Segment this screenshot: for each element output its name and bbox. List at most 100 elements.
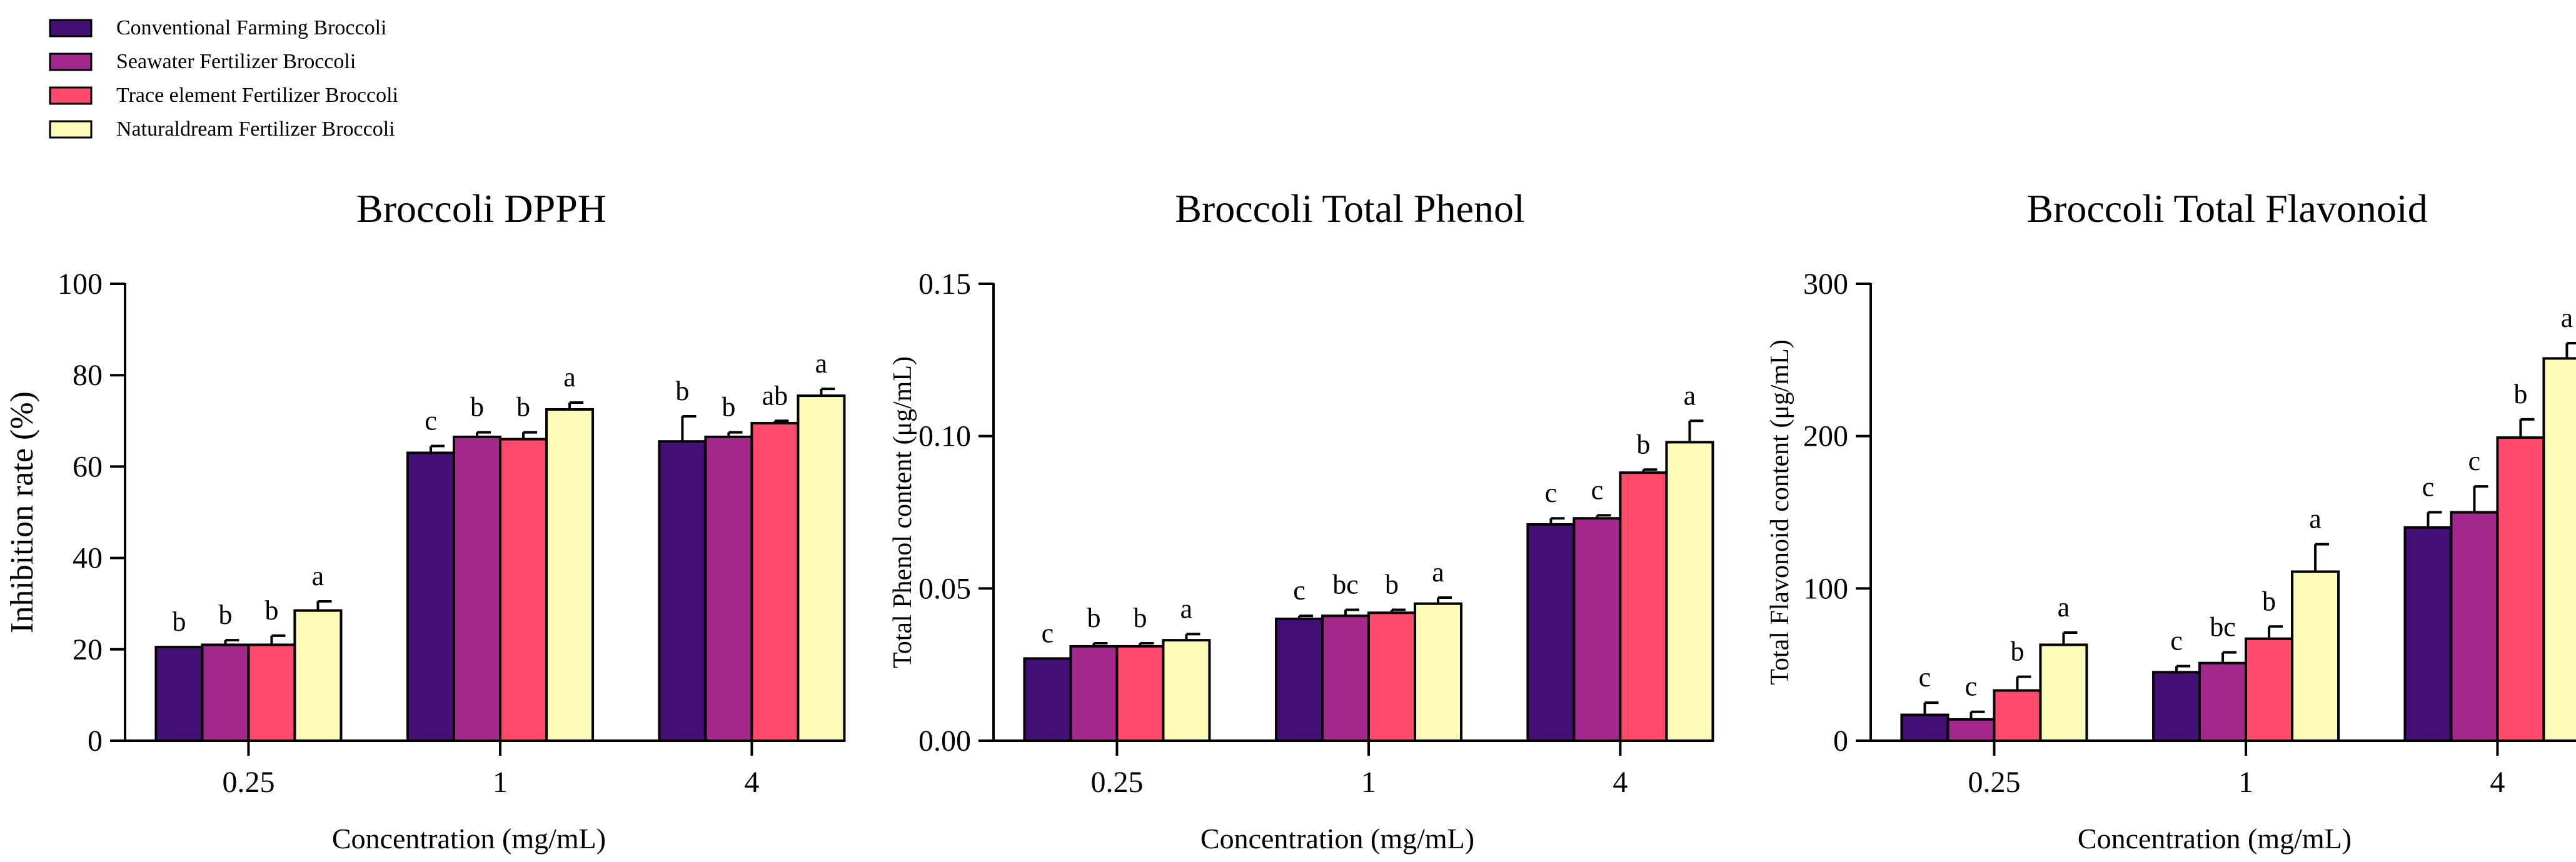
chart-total-phenol: Broccoli Total Phenol Total Phenol conten… <box>888 186 1714 854</box>
significance-letter: bc <box>1332 569 1359 599</box>
significance-letter: b <box>264 595 278 626</box>
legend-item: Naturaldream Fertilizer Broccoli <box>49 118 395 141</box>
significance-letter: b <box>1385 569 1399 599</box>
y-tick-label: 80 <box>73 359 103 392</box>
bar <box>1900 713 1950 742</box>
significance-letter: b <box>1133 603 1147 633</box>
bar <box>2245 637 2294 743</box>
significance-letter: a <box>2058 592 2070 623</box>
bar <box>1414 602 1463 743</box>
bar <box>658 440 707 742</box>
significance-letter: c <box>2170 626 2183 656</box>
y-tick-label: 0 <box>88 724 103 758</box>
significance-letter: b <box>2010 636 2024 667</box>
bar <box>2542 357 2576 742</box>
y-tick-label: 300 <box>1803 268 1848 301</box>
significance-letter: b <box>1087 603 1100 633</box>
bar <box>1619 471 1668 742</box>
significance-letter: b <box>1636 429 1650 459</box>
y-tick-label: 60 <box>73 450 103 483</box>
significance-letter: a <box>1684 380 1696 411</box>
bar <box>154 646 204 743</box>
bar <box>1162 639 1211 743</box>
significance-letter: b <box>2262 586 2276 616</box>
significance-letter: a <box>563 362 576 393</box>
significance-letter: a <box>312 561 325 591</box>
x-tick-label: 4 <box>744 766 759 799</box>
y-tick-label: 100 <box>1803 572 1848 605</box>
legend-item: Trace element Fertilizer Broccoli <box>49 84 398 107</box>
bar <box>1946 718 1996 743</box>
significance-letter: bc <box>2210 612 2236 643</box>
chart-title: Broccoli Total Flavonoid <box>2026 186 2427 231</box>
significance-letter: c <box>1591 474 1604 505</box>
x-tick-label: 0.25 <box>222 766 274 799</box>
chart-dpph: Broccoli DPPH Inhibition rate (%) Concentr… <box>4 186 846 854</box>
legend-swatch <box>49 19 93 38</box>
legend-swatch <box>49 86 93 105</box>
bar <box>1367 611 1417 742</box>
x-tick-label: 1 <box>1361 766 1376 799</box>
legend: Conventional Farming Broccoli Seawater Fe… <box>49 16 398 141</box>
y-axis-label: Inhibition rate (%) <box>4 391 40 633</box>
y-axis-label: Total Phenol content (μg/mL) <box>888 356 917 668</box>
significance-letter: a <box>2561 303 2573 333</box>
significance-letter: b <box>2513 379 2527 409</box>
significance-letter: b <box>722 392 735 423</box>
chart-title: Broccoli DPPH <box>356 186 606 231</box>
x-tick-label: 4 <box>2490 766 2505 799</box>
y-tick-label: 40 <box>73 542 103 575</box>
significance-letter: c <box>2422 472 2435 503</box>
legend-swatch <box>49 53 93 71</box>
significance-letter: c <box>1919 662 1931 693</box>
bar <box>1665 441 1714 742</box>
significance-letter: c <box>1545 478 1557 508</box>
significance-letter: c <box>425 406 437 436</box>
y-tick-label: 20 <box>73 633 103 666</box>
significance-letter: b <box>516 392 530 423</box>
bar <box>797 394 846 742</box>
bar <box>2152 671 2201 742</box>
significance-letter: c <box>1042 618 1054 648</box>
y-axis-label: Total Flavonoid content (μg/mL) <box>1766 339 1794 685</box>
x-tick-label: 1 <box>2238 766 2253 799</box>
y-tick-label: 200 <box>1803 420 1848 453</box>
bar <box>1321 614 1371 743</box>
legend-label: Trace element Fertilizer Broccoli <box>116 84 398 107</box>
bar <box>2496 436 2545 742</box>
y-tick-label: 0.05 <box>918 572 971 605</box>
bar <box>1023 657 1072 743</box>
significance-letter: ab <box>762 380 788 411</box>
significance-letter: a <box>815 348 828 379</box>
x-tick-label: 0.25 <box>1968 766 2020 799</box>
bar <box>247 643 296 742</box>
y-tick-label: 0.15 <box>918 268 971 301</box>
bar <box>453 435 502 742</box>
y-tick-label: 100 <box>58 268 103 301</box>
bar <box>1115 644 1165 742</box>
bar <box>2403 526 2453 742</box>
chart-total-flavonoid: Broccoli Total Flavonoid Total Flavonoid … <box>1766 186 2576 854</box>
bar <box>545 408 595 742</box>
significance-letter: c <box>1293 575 1306 606</box>
x-axis-label: Concentration (mg/mL) <box>1200 823 1474 854</box>
significance-letter: a <box>1432 557 1444 588</box>
x-axis-label: Concentration (mg/mL) <box>332 823 606 854</box>
y-tick-label: 0 <box>1833 724 1848 758</box>
bar <box>293 609 343 742</box>
bar <box>201 643 250 742</box>
legend-label: Seawater Fertilizer Broccoli <box>116 50 356 73</box>
y-tick-label: 0.10 <box>918 420 971 453</box>
significance-letter: b <box>172 606 186 637</box>
bar <box>750 421 800 743</box>
x-tick-label: 0.25 <box>1090 766 1143 799</box>
bar <box>1572 517 1622 742</box>
significance-letter: c <box>2468 446 2481 476</box>
legend-swatch <box>49 120 93 139</box>
bar <box>2450 511 2499 742</box>
significance-letter: b <box>470 392 484 423</box>
significance-letter: a <box>1180 593 1193 624</box>
significance-letter: b <box>218 599 232 630</box>
bar <box>499 438 548 742</box>
bar <box>1993 689 2042 742</box>
